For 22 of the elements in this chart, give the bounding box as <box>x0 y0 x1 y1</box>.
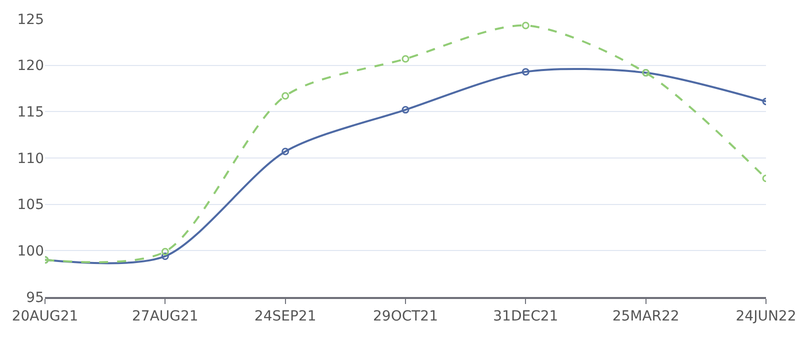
point <box>402 55 410 63</box>
x-tick-label: 29OCT21 <box>373 308 438 325</box>
x-tick-label: 20AUG21 <box>12 308 78 325</box>
x-tick-label: 25MAR22 <box>612 308 680 325</box>
point <box>161 248 169 256</box>
point <box>161 252 169 260</box>
point <box>522 22 530 30</box>
y-tick-label: 95 <box>26 290 44 306</box>
x-tick-label: 24JUN22 <box>736 308 796 325</box>
point <box>402 106 410 114</box>
y-tick-label: 115 <box>17 104 44 121</box>
x-tick-label: 27AUG21 <box>132 308 198 325</box>
point <box>282 92 290 100</box>
x-tick-label: 24SEP21 <box>254 308 316 325</box>
point <box>282 148 290 156</box>
x-tick-label: 31DEC21 <box>493 308 558 325</box>
y-tick-label: 100 <box>17 244 44 260</box>
point <box>522 68 530 76</box>
y-tick-label: 110 <box>17 150 44 167</box>
y-tick-label: 105 <box>17 197 44 214</box>
y-tick-label: 120 <box>17 58 44 74</box>
y-tick-label: 125 <box>17 12 44 28</box>
